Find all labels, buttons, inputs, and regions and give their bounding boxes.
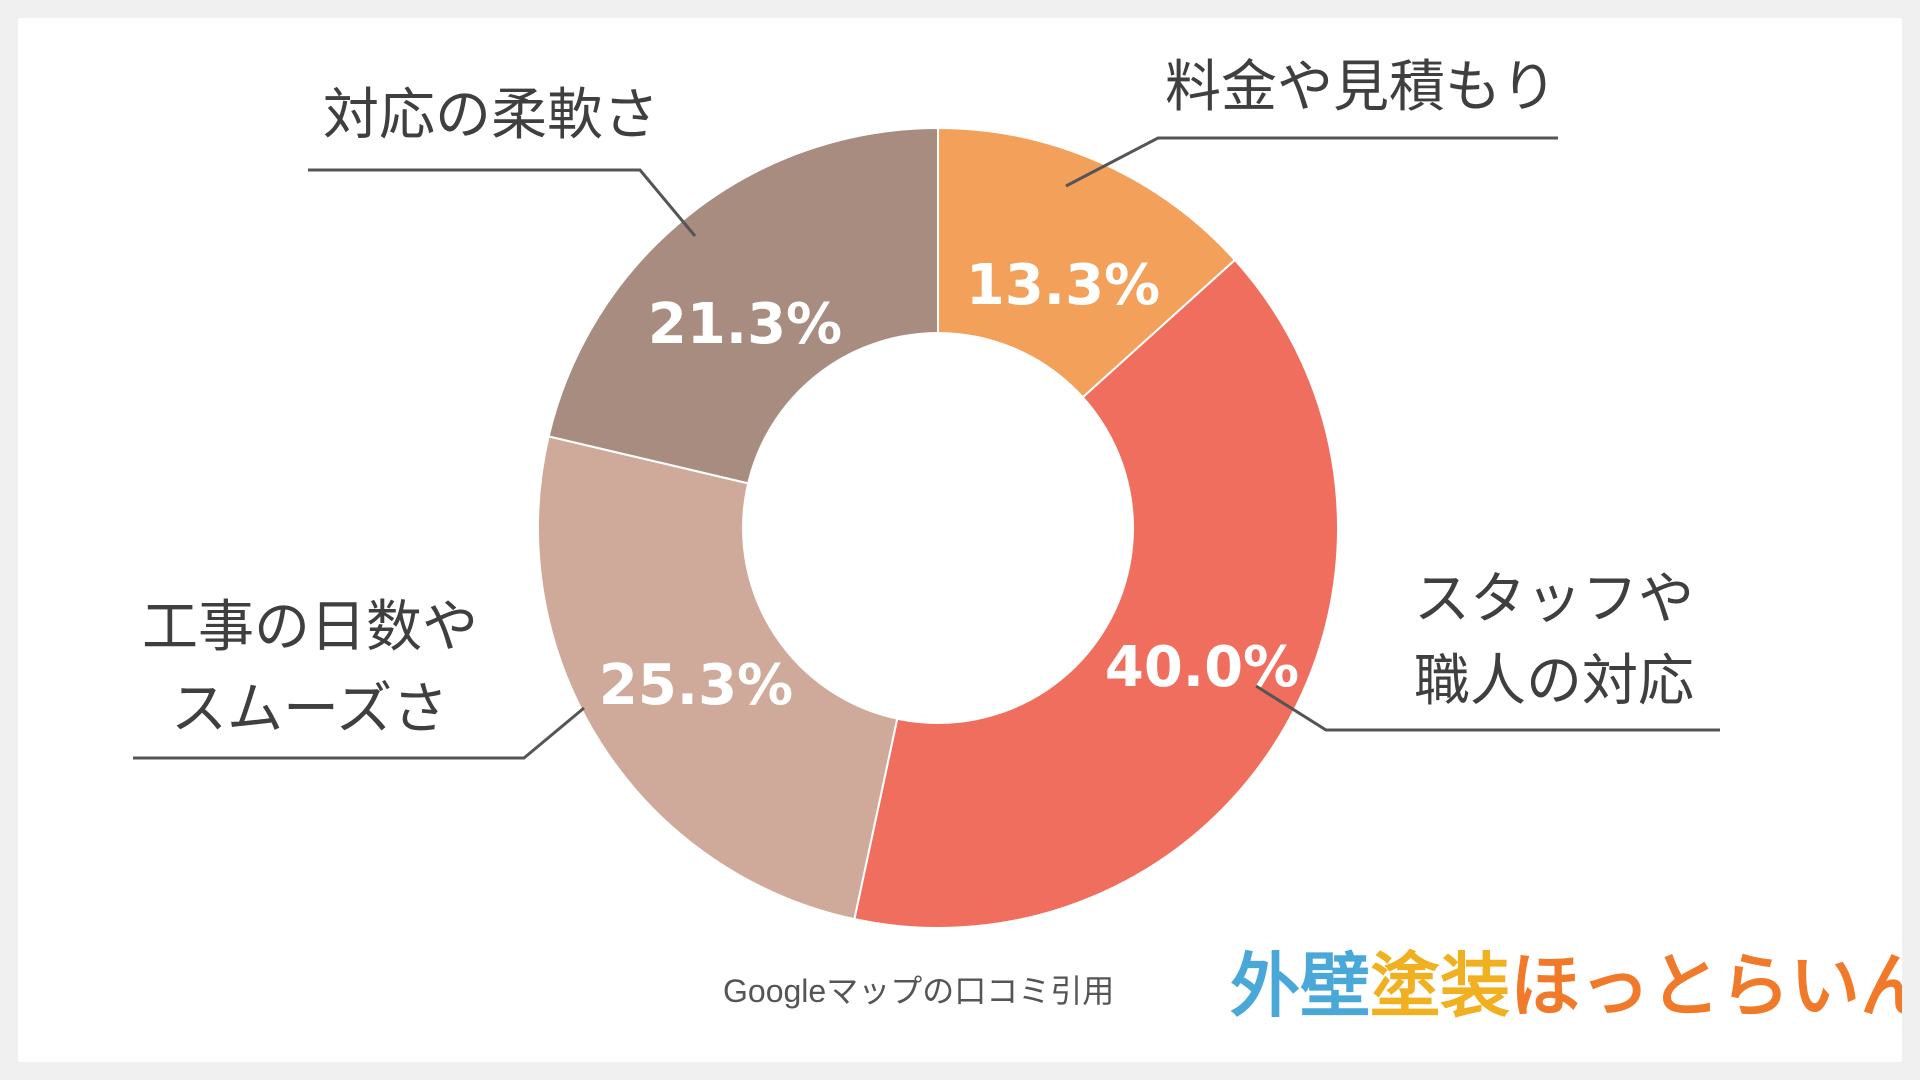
leader-line-ryokin [1065,136,1558,188]
pct-label-ryokin: 13.3% [966,253,1160,318]
leader-line-koji [133,706,585,760]
pct-label-staff: 40.0% [1105,635,1299,700]
donut-chart: 13.3% 40.0% 25.3% 21.3% 料金や見積もり スタッフや 職人… [133,55,1902,1027]
category-label-koji-line1: 工事の日数や [142,595,478,660]
pct-label-koji: 25.3% [599,653,793,718]
brand-logo-part-3: ほっとらいん [1510,945,1902,1027]
chart-card: 13.3% 40.0% 25.3% 21.3% 料金や見積もり スタッフや 職人… [18,18,1902,1062]
source-note: Googleマップの口コミ引用 [723,973,1114,1009]
category-label-koji-line2: スムーズさ [171,677,448,742]
leader-line-staff [1255,684,1720,732]
pct-label-taio: 21.3% [648,292,842,357]
brand-logo: 外壁塗装ほっとらいん [1230,945,1902,1027]
brand-logo-part-2: 塗装 [1370,945,1510,1027]
brand-logo-part-1: 外壁 [1230,945,1370,1027]
category-label-ryokin: 料金や見積もり [1165,55,1557,120]
category-label-staff-line2: 職人の対応 [1414,649,1694,714]
category-label-staff-line1: スタッフや [1414,567,1694,632]
category-label-taio: 対応の柔軟さ [323,83,659,148]
donut-hole [742,332,1134,724]
leader-line-taio [308,168,697,237]
